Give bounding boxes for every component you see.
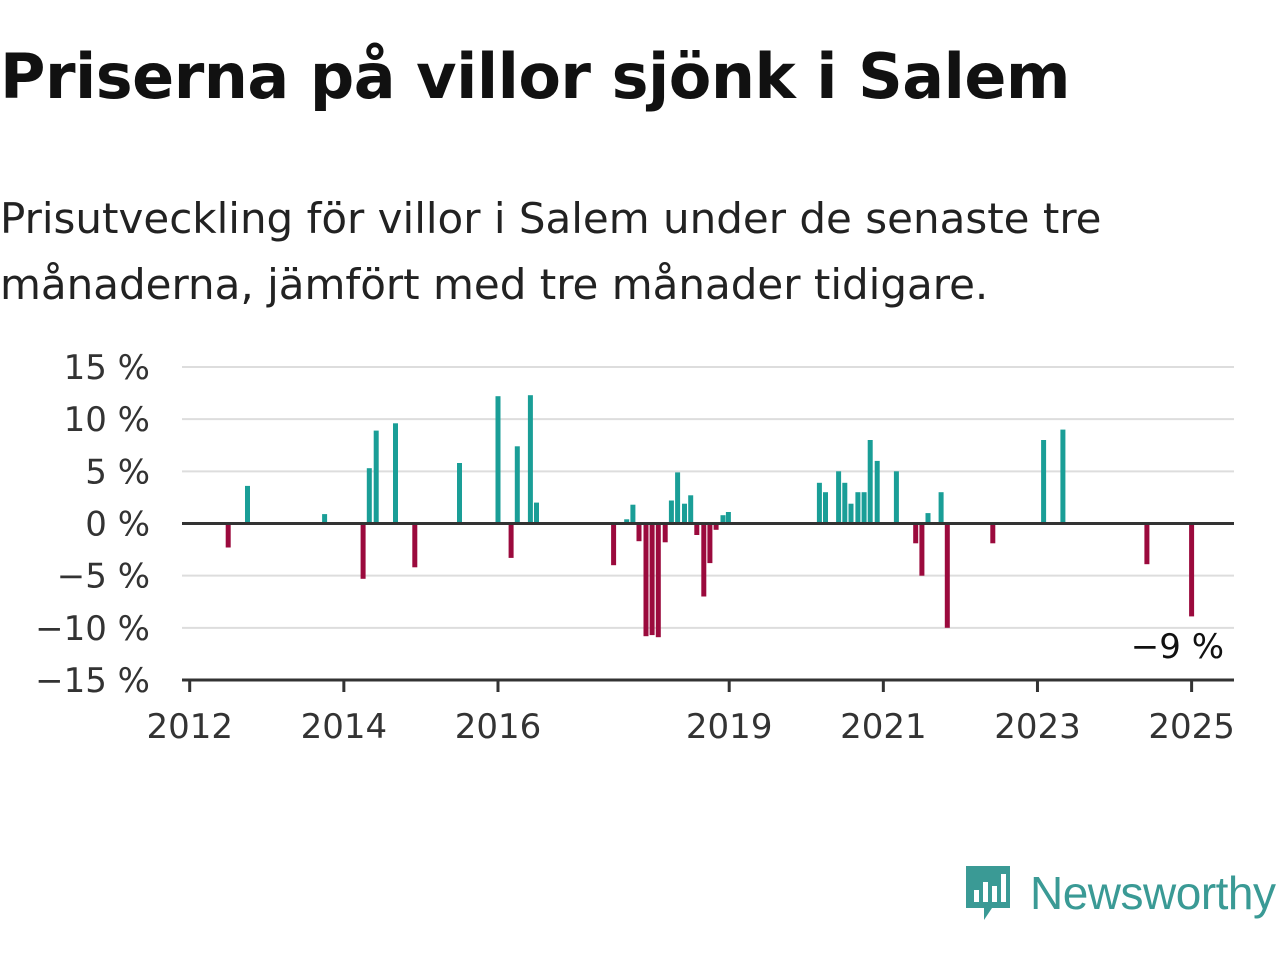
bar	[816, 482, 822, 524]
last-value-label: −9 %	[1131, 627, 1224, 667]
bar	[662, 523, 668, 543]
y-tick-label: −5 %	[57, 557, 150, 597]
chart-subtitle: Prisutveckling för villor i Salem under …	[0, 194, 1102, 309]
y-tick-label: −10 %	[35, 609, 150, 649]
bar	[1060, 429, 1066, 524]
bar	[925, 513, 931, 524]
x-tick-label: 2019	[686, 707, 773, 747]
y-axis-tick-labels: 15 % 10 % 5 % 0 % −5 % −10 % −15 %	[35, 348, 150, 701]
x-tick-label: 2014	[301, 707, 388, 747]
bar	[867, 440, 873, 524]
bar	[694, 523, 700, 535]
bar	[514, 446, 520, 524]
bar	[611, 523, 617, 566]
bar	[944, 523, 950, 628]
bar	[655, 523, 661, 638]
bar	[366, 468, 372, 524]
bar	[534, 502, 539, 524]
bar	[675, 472, 681, 524]
bar	[682, 503, 687, 524]
y-tick-label: 10 %	[64, 400, 150, 440]
newsworthy-logo: Newsworthy	[962, 862, 1276, 924]
bar	[919, 523, 925, 576]
brand-name: Newsworthy	[1030, 867, 1276, 919]
bar	[688, 495, 694, 524]
bar	[225, 523, 231, 548]
bar	[393, 423, 398, 524]
bar	[720, 515, 726, 524]
bar	[701, 523, 707, 597]
newsworthy-logo-icon	[966, 866, 1010, 920]
bar	[360, 523, 366, 579]
bar	[1041, 440, 1047, 524]
bar	[412, 523, 418, 568]
x-axis-tick-labels: 2012 2014 2016 2019 2021 2023 2025	[146, 680, 1235, 747]
x-tick-label: 2023	[994, 707, 1081, 747]
bar	[649, 523, 655, 636]
bar	[1189, 523, 1195, 617]
y-tick-label: 0 %	[85, 505, 150, 545]
bar	[508, 523, 514, 558]
grid-lines	[182, 366, 1234, 629]
chart-title: Priserna på villor sjönk i Salem	[0, 40, 1071, 113]
bar	[874, 460, 880, 524]
bar	[848, 503, 854, 524]
bar	[373, 430, 379, 524]
bar	[457, 463, 462, 524]
bar	[855, 492, 861, 524]
bar	[527, 395, 533, 524]
bar	[713, 523, 719, 530]
bar	[636, 523, 642, 542]
x-tick-label: 2012	[146, 707, 233, 747]
bar	[495, 396, 501, 524]
x-tick-label: 2025	[1148, 707, 1235, 747]
bar	[990, 523, 996, 544]
bar	[630, 504, 636, 524]
bar	[842, 482, 848, 524]
bar	[707, 523, 713, 564]
bar	[913, 523, 919, 544]
bar	[624, 519, 630, 524]
bar	[322, 514, 328, 524]
bar-chart: 15 %10 %5 %0 %−5 %−10 %−15 % 2012 2014 201…	[35, 348, 1235, 747]
x-tick-label: 2016	[455, 707, 542, 747]
bar	[893, 471, 899, 524]
bar	[725, 512, 731, 524]
bar	[836, 471, 842, 524]
bar	[245, 485, 250, 524]
bar	[823, 492, 828, 524]
bars	[225, 395, 1195, 638]
x-tick-label: 2021	[840, 707, 927, 747]
bar	[1144, 523, 1150, 565]
y-tick-label: 5 %	[85, 452, 150, 492]
y-tick-label: −15 %	[35, 661, 150, 701]
bar	[643, 523, 649, 637]
bar	[861, 492, 867, 524]
bar	[938, 492, 944, 524]
y-tick-label: 15 %	[64, 348, 150, 388]
axes	[182, 522, 1234, 682]
bar	[668, 500, 674, 524]
